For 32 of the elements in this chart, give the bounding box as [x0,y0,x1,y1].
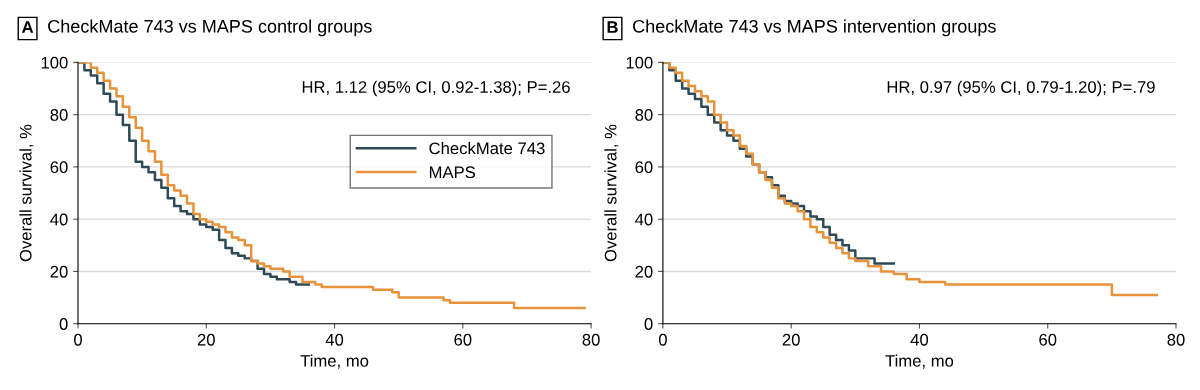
x-tick-label: 60 [454,333,472,346]
x-tick-label: 20 [782,333,800,346]
x-tick-label: 80 [582,333,600,346]
y-tick-label: 20 [635,265,653,278]
x-tick-label: 40 [325,333,344,346]
x-tick-label: 40 [910,333,929,346]
x-tick-label: 60 [1039,333,1057,346]
y-tick-label: 40 [50,213,68,226]
y-tick-label: 20 [50,265,68,278]
chart-title: A CheckMate 743 vs MAPS control groups [21,19,372,37]
y-tick-label: 80 [635,109,653,121]
x-tick-label: 0 [74,333,82,346]
legend-label: CheckMate 743 [429,141,545,155]
annotation: HR, 1.12 (95% CI, 0.92-1.38); P=.26 [302,80,570,97]
y-tick-label: 80 [50,109,68,121]
x-tick-label: 80 [1167,333,1185,346]
y-tick-label: 40 [635,213,653,226]
y-axis-title: Overall survival, % [19,124,34,262]
y-tick-label: 60 [635,161,653,174]
x-tick-label: 0 [658,333,667,346]
annotation: HR, 0.97 (95% CI, 0.79-1.20); P=.79 [887,80,1155,97]
x-axis-title: Time, mo [885,354,954,369]
y-tick-label: 60 [50,161,68,174]
y-tick-label: 0 [644,318,653,330]
x-axis-title: Time, mo [300,354,369,369]
legend-label: MAPS [429,166,476,179]
chart-title: B CheckMate 743 vs MAPS intervention groups [607,19,996,37]
x-tick-label: 20 [197,333,215,346]
y-tick-label: 100 [41,56,68,69]
y-axis-title: Overall survival, % [604,124,619,262]
y-tick-label: 0 [59,318,68,330]
y-tick-label: 100 [626,56,653,69]
